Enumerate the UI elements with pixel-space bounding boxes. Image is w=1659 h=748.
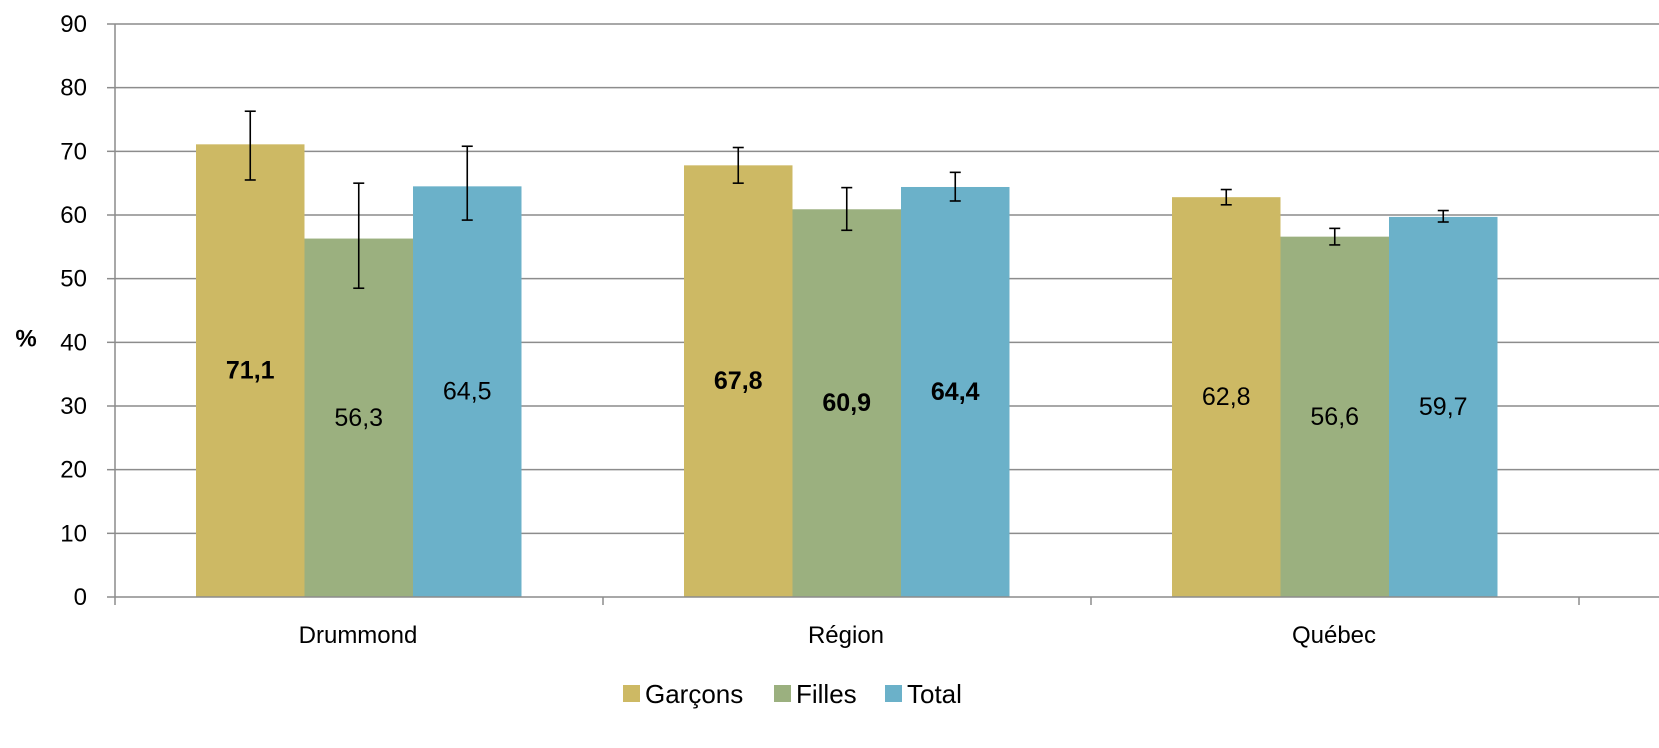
x-axis xyxy=(114,24,1659,605)
legend: Garçons Filles Total xyxy=(623,679,962,709)
y-axis-label: % xyxy=(15,325,36,352)
y-tick-label: 10 xyxy=(60,520,87,547)
y-tick-label: 60 xyxy=(60,202,87,229)
y-tick-label: 30 xyxy=(60,393,87,420)
data-label: 62,8 xyxy=(1202,383,1251,411)
legend-swatch xyxy=(774,685,791,702)
data-label: 64,5 xyxy=(443,378,492,406)
bar xyxy=(413,186,522,597)
bar xyxy=(901,186,1010,597)
data-label: 56,3 xyxy=(334,404,383,432)
legend-label: Filles xyxy=(796,679,857,709)
y-tick-label: 80 xyxy=(60,75,87,102)
data-labels: 71,1 56,3 64,5 67,8 60,9 64,4 62,8 56,6 59,7 xyxy=(226,357,1468,432)
y-tick-label: 70 xyxy=(60,138,87,165)
y-tick-label: 40 xyxy=(60,329,87,356)
data-label: 64,4 xyxy=(931,378,980,406)
bar xyxy=(1389,216,1498,597)
legend-swatch xyxy=(623,685,640,702)
legend-label: Total xyxy=(907,679,962,709)
x-axis-categories: Drummond Région Québec xyxy=(299,622,1376,649)
y-tick-label: 90 xyxy=(60,11,87,38)
legend-swatch xyxy=(885,685,902,702)
category-label: Région xyxy=(808,622,884,649)
data-label: 59,7 xyxy=(1419,393,1468,421)
bars xyxy=(196,144,1498,597)
error-bars xyxy=(244,110,1449,290)
bar xyxy=(304,238,413,597)
data-label: 60,9 xyxy=(822,389,871,417)
bar xyxy=(684,165,793,597)
category-label: Québec xyxy=(1292,622,1376,649)
data-label: 67,8 xyxy=(714,367,763,395)
bar xyxy=(1172,197,1281,597)
y-tick-label: 20 xyxy=(60,457,87,484)
category-label: Drummond xyxy=(299,622,418,649)
y-axis-ticks: 0 10 20 30 40 50 60 70 80 90 xyxy=(60,11,115,611)
y-tick-label: 50 xyxy=(60,266,87,293)
bar xyxy=(792,209,901,597)
legend-label: Garçons xyxy=(645,679,743,709)
bar xyxy=(196,144,305,597)
data-label: 56,6 xyxy=(1310,403,1359,431)
y-tick-label: 0 xyxy=(74,584,87,611)
data-label: 71,1 xyxy=(226,357,275,385)
bar xyxy=(1280,236,1389,597)
